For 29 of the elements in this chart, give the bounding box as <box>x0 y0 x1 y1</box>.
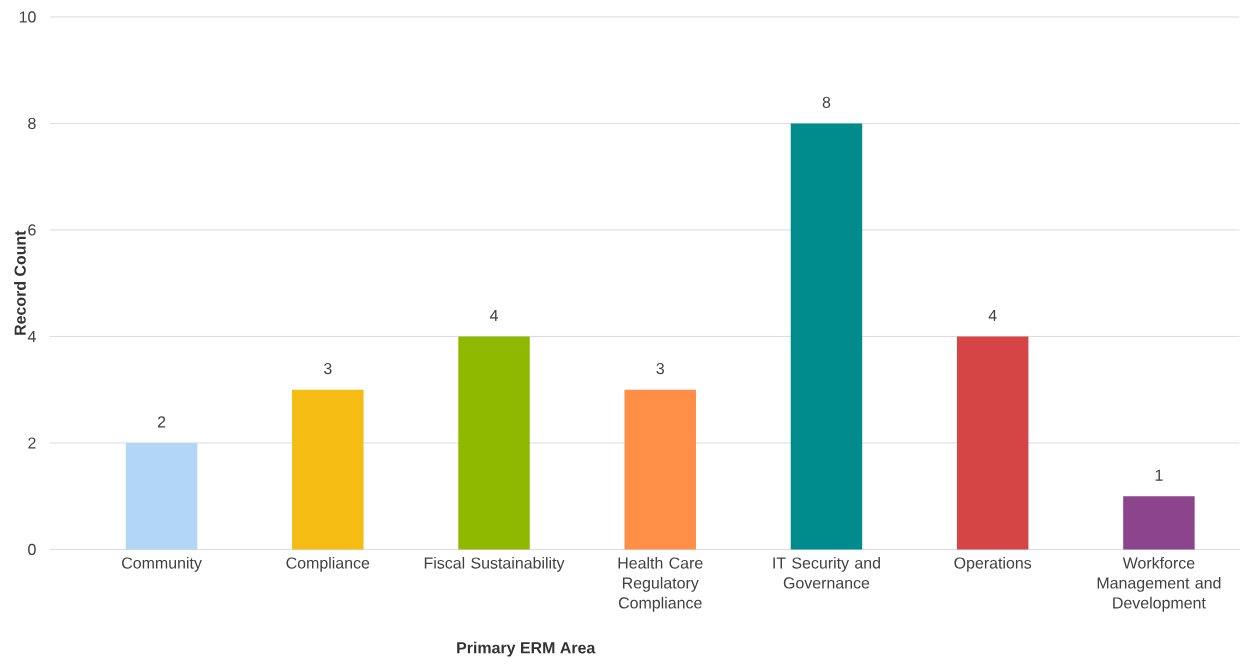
bar <box>292 389 364 550</box>
y-tick-label: 10 <box>19 11 36 23</box>
y-axis-title: Record Count <box>14 230 26 335</box>
data-label: 3 <box>323 362 332 375</box>
x-tick-label: Compliance <box>286 556 370 572</box>
bar <box>624 389 696 550</box>
data-label: 3 <box>656 362 664 375</box>
x-tick-label: IT Security and Governance <box>773 556 880 589</box>
y-tick-label: 8 <box>28 117 36 130</box>
x-axis-title: Primary ERM Area <box>457 641 596 657</box>
y-tick-label: 2 <box>28 437 36 449</box>
data-label: 8 <box>822 96 831 108</box>
data-label: 2 <box>157 416 166 428</box>
x-tick-label: Community <box>122 556 202 572</box>
x-tick-label: Fiscal Sustainability <box>424 556 565 572</box>
bar <box>458 336 530 550</box>
y-tick-label: 6 <box>28 224 36 236</box>
data-label: 1 <box>1155 469 1163 481</box>
bar <box>1123 496 1195 550</box>
x-tick-label: Health Care Regulatory Compliance <box>618 556 703 612</box>
data-label: 4 <box>489 309 498 321</box>
bar <box>790 123 863 550</box>
x-tick-label: Operations <box>954 556 1032 572</box>
bar <box>125 442 198 550</box>
bar <box>956 336 1029 550</box>
x-tick-label: Workforce Management and Development <box>1097 556 1221 612</box>
y-tick-label: 0 <box>28 543 36 556</box>
data-label: 4 <box>988 309 997 321</box>
y-tick-label: 4 <box>27 330 36 342</box>
